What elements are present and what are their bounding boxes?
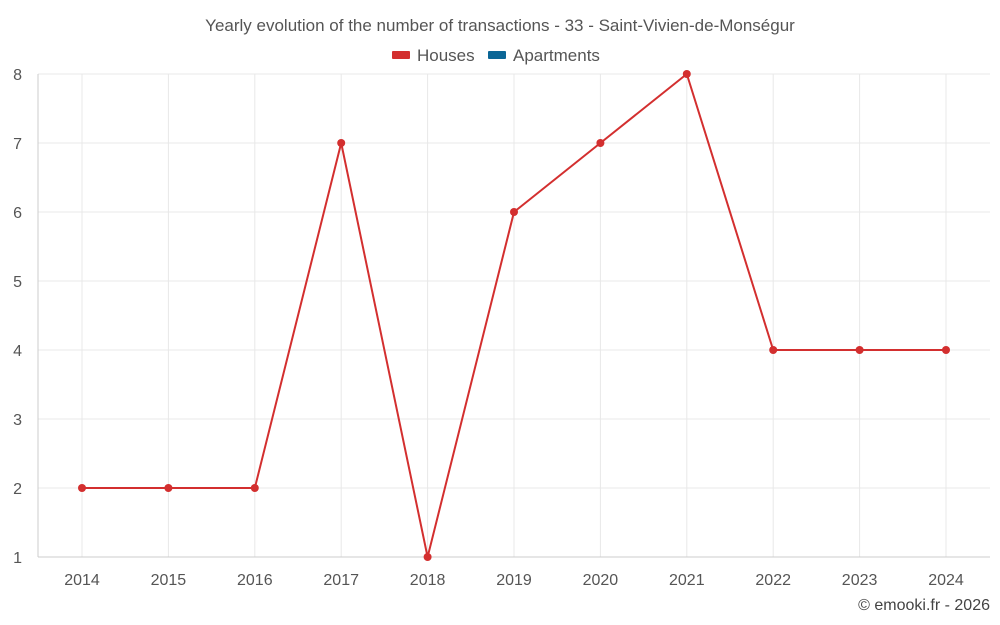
y-tick-labels: 1 2 3 4 5 6 7 8: [13, 67, 22, 567]
x-tick-label: 2020: [583, 572, 619, 589]
chart-title: Yearly evolution of the number of transa…: [205, 16, 795, 35]
x-tick-label: 2016: [237, 572, 273, 589]
x-tick-label: 2019: [496, 572, 532, 589]
data-point: [164, 484, 173, 492]
series-points: [78, 70, 950, 561]
data-point: [682, 70, 691, 78]
grid-lines-x: [81, 74, 947, 557]
data-point: [596, 139, 605, 147]
data-point: [337, 139, 346, 147]
y-tick-label: 8: [13, 67, 22, 84]
axes: [37, 74, 990, 558]
x-tick-label: 2014: [64, 572, 100, 589]
y-tick-label: 3: [13, 412, 22, 429]
y-tick-label: 2: [13, 481, 22, 498]
x-tick-label: 2024: [928, 572, 964, 589]
y-tick-label: 1: [13, 550, 22, 567]
data-point: [510, 208, 518, 216]
x-tick-label: 2018: [410, 572, 446, 589]
legend: Houses Apartments: [392, 46, 600, 65]
data-point: [855, 346, 864, 354]
data-point: [250, 484, 259, 492]
y-tick-label: 7: [13, 136, 22, 153]
x-tick-labels: 2014 2015 2016 2017 2018 2019 2020 2021 2022 2023…: [64, 572, 964, 589]
credit-text: © emooki.fr - 2026: [858, 597, 990, 614]
y-tick-label: 4: [13, 343, 22, 360]
data-point: [769, 346, 778, 354]
data-point: [942, 346, 950, 354]
y-tick-label: 6: [13, 205, 22, 222]
x-tick-label: 2021: [669, 572, 705, 589]
legend-label-apartments: Apartments: [513, 46, 600, 65]
x-tick-label: 2017: [323, 572, 359, 589]
legend-swatch-houses: [392, 51, 410, 59]
x-tick-label: 2023: [842, 572, 878, 589]
legend-label-houses: Houses: [417, 46, 475, 65]
y-tick-label: 5: [13, 274, 22, 291]
x-tick-label: 2015: [151, 572, 187, 589]
x-tick-label: 2022: [755, 572, 791, 589]
data-point: [423, 553, 432, 561]
data-point: [78, 484, 86, 492]
legend-swatch-apartments: [488, 51, 506, 59]
